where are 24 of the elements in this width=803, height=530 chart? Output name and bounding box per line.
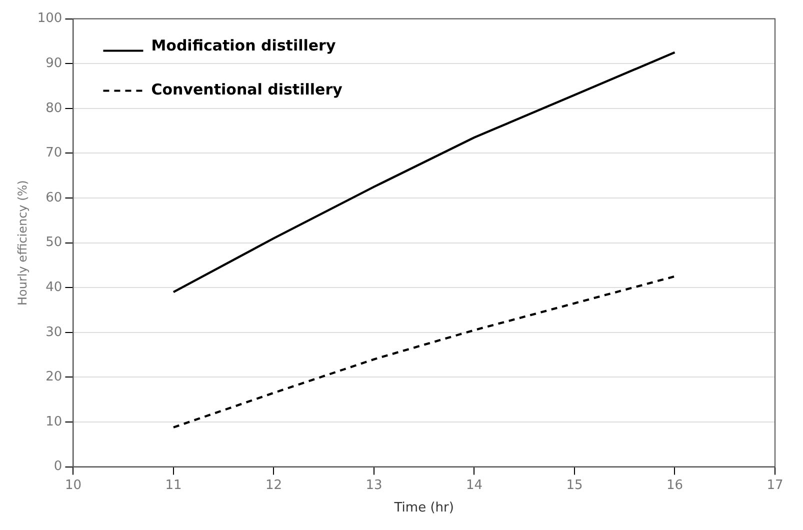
x-tick-label: 16: [666, 478, 684, 493]
y-tick-label: 90: [46, 56, 62, 71]
y-tick-label: 50: [46, 235, 62, 250]
x-tick-label: 11: [165, 478, 182, 493]
line-series: [172, 275, 676, 428]
x-tick-label: 10: [64, 478, 82, 493]
y-tick-label: 100: [37, 11, 62, 26]
x-tick-label: 17: [766, 478, 784, 493]
y-tick-label: 80: [46, 100, 62, 116]
y-tick-label: 40: [46, 280, 62, 295]
y-tick-label: 20: [46, 370, 62, 385]
x-tick-label: 14: [466, 478, 483, 493]
y-tick-label: 60: [46, 190, 62, 206]
y-tick-label: 10: [46, 414, 62, 430]
y-tick-label: 0: [54, 459, 62, 474]
y-axis-title: Hourly efficiency (%): [15, 180, 30, 306]
legend-label: Conventional distillery: [151, 80, 343, 99]
x-tick-label: 12: [265, 478, 282, 493]
y-tick-label: 30: [46, 324, 62, 340]
x-tick-label: 13: [366, 478, 382, 493]
x-tick-label: 15: [566, 478, 583, 493]
x-axis-title: Time (hr): [393, 500, 454, 516]
y-tick-label: 70: [46, 146, 62, 161]
legend-label: Modification distillery: [151, 36, 336, 55]
